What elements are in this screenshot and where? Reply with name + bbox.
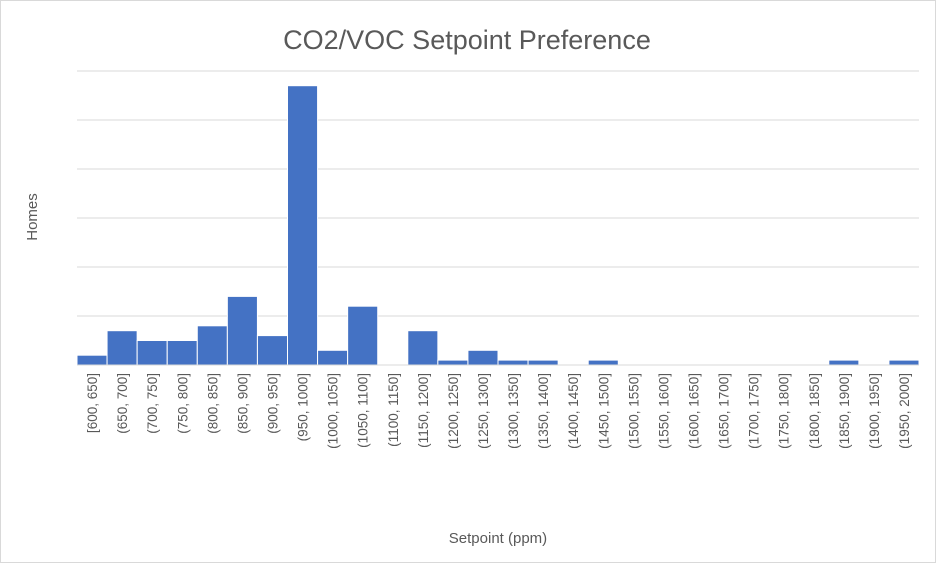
x-tick-label: (1000, 1050] bbox=[326, 373, 341, 449]
x-tick-label: (1850, 1900] bbox=[837, 373, 852, 449]
x-tick-label: (1900, 1950] bbox=[867, 373, 882, 449]
x-tick-label: (1350, 1400] bbox=[536, 373, 551, 449]
gridlines bbox=[77, 70, 919, 317]
x-tick-label: (650, 700] bbox=[115, 373, 130, 434]
chart-title: CO2/VOC Setpoint Preference bbox=[283, 25, 651, 55]
bar bbox=[256, 335, 288, 366]
x-tick-label: (1200, 1250] bbox=[446, 373, 461, 449]
bar bbox=[828, 359, 860, 366]
bar bbox=[106, 330, 138, 366]
bar bbox=[136, 340, 168, 366]
x-tick-label: (1100, 1150] bbox=[386, 373, 401, 447]
bar bbox=[888, 359, 920, 366]
bar bbox=[226, 295, 258, 366]
x-tick-label: (1750, 1800] bbox=[777, 373, 792, 449]
bars bbox=[76, 85, 920, 366]
bar bbox=[467, 349, 499, 366]
x-tick-label: (1300, 1350] bbox=[506, 373, 521, 449]
bar bbox=[527, 359, 559, 366]
bar bbox=[407, 330, 439, 366]
x-tick-label: (1250, 1300] bbox=[476, 373, 491, 449]
x-tick-label: (1700, 1750] bbox=[747, 373, 762, 449]
bar bbox=[437, 359, 469, 366]
x-tick-label: (1800, 1850] bbox=[807, 373, 822, 449]
bar bbox=[587, 359, 619, 366]
x-tick-label: (1050, 1100] bbox=[356, 373, 371, 448]
x-tick-label: (1500, 1550] bbox=[626, 373, 641, 449]
x-tick-label: (900, 950] bbox=[265, 373, 280, 434]
y-axis-label: Homes bbox=[24, 193, 41, 241]
x-tick-label: (1450, 1500] bbox=[596, 373, 611, 449]
x-tick-labels: [600, 650] (650, 700] (700, 750] (750, 800]… bbox=[85, 373, 912, 449]
x-tick-label: (1650, 1700] bbox=[717, 373, 732, 449]
x-tick-label: (850, 900] bbox=[235, 373, 250, 434]
x-axis-label: Setpoint (ppm) bbox=[449, 530, 547, 547]
x-tick-label: [600, 650] bbox=[85, 373, 100, 433]
x-tick-label: (1600, 1650] bbox=[686, 373, 701, 449]
x-tick-label: (1550, 1600] bbox=[656, 373, 671, 449]
bar bbox=[317, 349, 349, 366]
x-tick-label: (800, 850] bbox=[205, 373, 220, 434]
x-tick-label: (950, 1000] bbox=[296, 373, 311, 441]
bar bbox=[166, 340, 198, 366]
x-tick-label: (1950, 2000] bbox=[897, 373, 912, 449]
bar bbox=[76, 354, 108, 366]
x-tick-label: (700, 750] bbox=[145, 373, 160, 434]
bar bbox=[287, 85, 319, 366]
x-tick-label: (750, 800] bbox=[175, 373, 190, 434]
x-tick-label: (1400, 1450] bbox=[566, 373, 581, 449]
bar bbox=[347, 305, 379, 366]
bar bbox=[497, 359, 529, 366]
x-tick-label: (1150, 1200] bbox=[416, 373, 431, 448]
bar bbox=[196, 325, 228, 366]
